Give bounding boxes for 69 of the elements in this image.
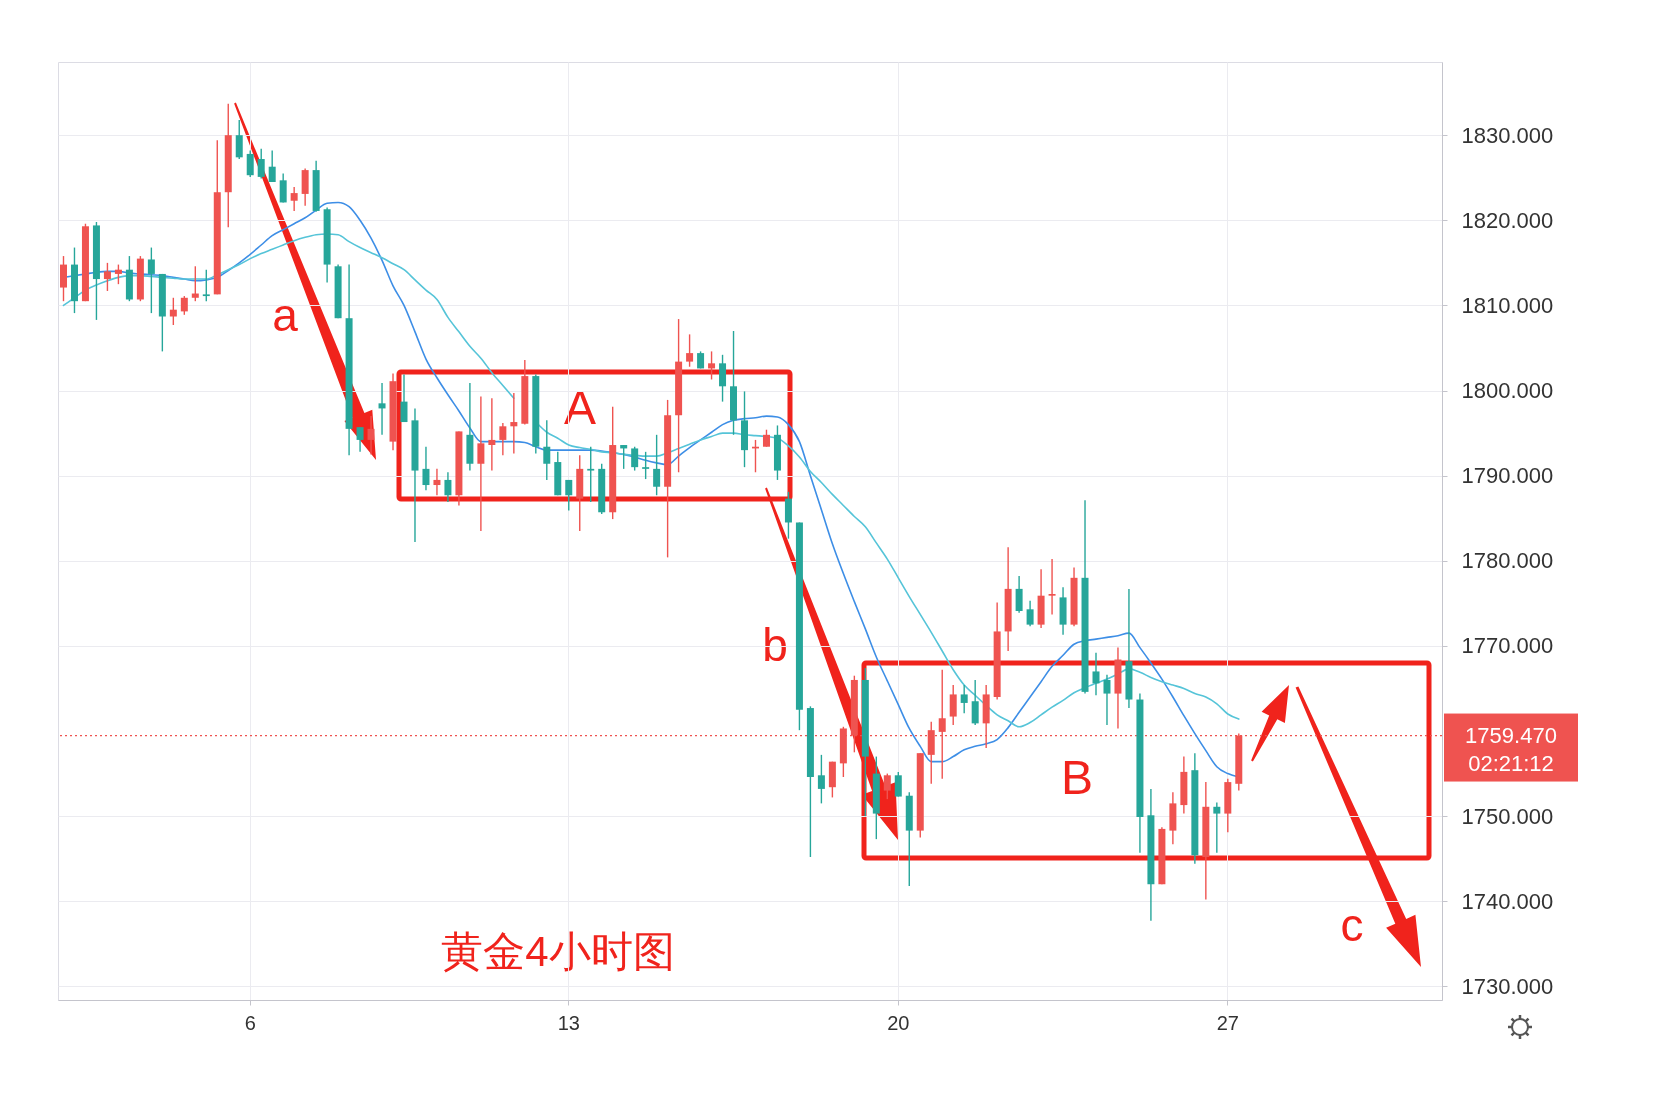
candlestick (422, 446, 430, 491)
candlestick (290, 186, 298, 212)
candlestick (169, 297, 177, 326)
y-tick-label: 1810.000 (1461, 292, 1554, 318)
candlestick (894, 771, 902, 798)
candlestick (356, 426, 364, 453)
candlestick (510, 392, 518, 455)
annotation: c (1340, 899, 1364, 951)
candlestick (1015, 575, 1023, 614)
candlestick (147, 246, 155, 314)
candlestick (960, 684, 968, 714)
candlestick (1213, 801, 1221, 854)
y-tick-label: 1780.000 (1461, 548, 1554, 574)
candlestick (301, 167, 309, 207)
candlestick (1103, 674, 1111, 726)
annotation: a (272, 289, 299, 341)
candlestick (1092, 652, 1100, 696)
y-tick-label: 1830.000 (1461, 122, 1554, 148)
candlestick (488, 397, 496, 472)
candlestick (202, 268, 210, 302)
candlestick (103, 262, 111, 292)
candlestick (257, 148, 265, 180)
annotation: B (1060, 750, 1094, 804)
text: 02:21:12 (1468, 751, 1554, 777)
candlestick (708, 350, 716, 381)
annotation: b (762, 619, 788, 671)
candlestick (477, 395, 485, 532)
x-tick-label: 6 (244, 1011, 256, 1034)
candlestick (817, 754, 825, 805)
candlestick (543, 419, 551, 481)
candlestick (400, 373, 408, 423)
candlestick (444, 471, 452, 503)
y-tick-label: 1740.000 (1461, 888, 1554, 914)
candlestick (59, 255, 67, 302)
candlestick (587, 446, 595, 503)
candlestick (971, 679, 979, 726)
ref-line-label: 1759.470 (1465, 723, 1557, 749)
candlestick (949, 684, 957, 726)
candlestick (883, 772, 891, 800)
y-tick-label: 1750.000 (1461, 803, 1554, 829)
candlestick (191, 265, 199, 302)
x-tick-label: 27 (1216, 1011, 1239, 1034)
candlestick (631, 446, 639, 472)
y-tick-label: 1790.000 (1461, 463, 1554, 489)
annotation: 黄金4小时图 (441, 927, 675, 975)
candlestick (378, 382, 386, 436)
y-tick-label: 1820.000 (1461, 207, 1554, 233)
candlestick (433, 468, 441, 496)
y-tick-label: 1800.000 (1461, 378, 1554, 404)
candlestick (719, 354, 727, 403)
candlestick (246, 149, 254, 178)
candlestick (235, 119, 243, 160)
candlestick (1048, 558, 1056, 616)
x-tick-label: 13 (557, 1011, 580, 1034)
y-tick-label: 1730.000 (1461, 973, 1554, 999)
candlestick (367, 415, 375, 456)
candlestick (499, 422, 507, 456)
candlestick (180, 295, 188, 316)
candlestick (1026, 600, 1034, 628)
x-tick-label: 20 (887, 1011, 910, 1034)
candlestick (268, 149, 276, 183)
candlestick (114, 263, 122, 285)
candlestick (784, 491, 792, 540)
y-tick-label: 1770.000 (1461, 633, 1554, 659)
candlestick (642, 451, 650, 480)
candlestick (653, 434, 661, 496)
candlestick (279, 172, 287, 204)
candlestick (565, 479, 573, 512)
candlestick (686, 333, 694, 368)
